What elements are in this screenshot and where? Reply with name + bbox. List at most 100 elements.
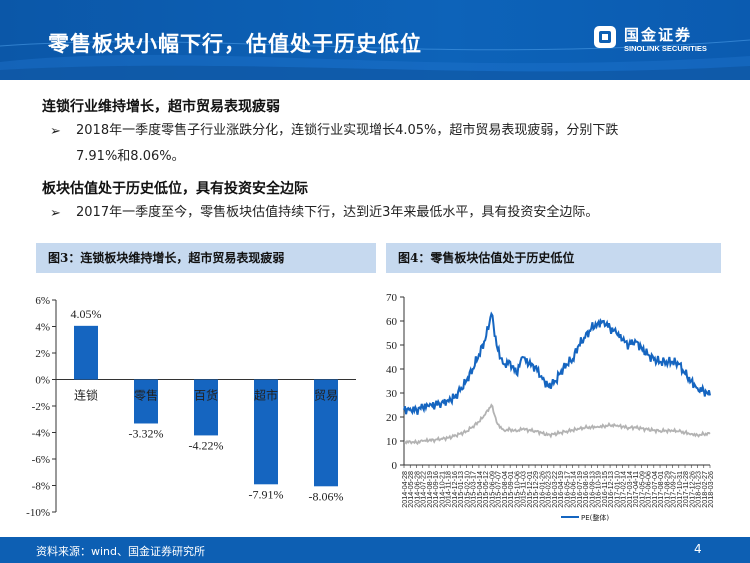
logo-glyph (599, 31, 611, 43)
x-tick-label: 2016-06-14 (569, 471, 578, 508)
x-tick-label: 2016-08-16 (581, 471, 590, 508)
x-tick-label: 2015-03-17 (469, 471, 478, 508)
x-tick-label: 2017-03-14 (625, 471, 634, 508)
y-tick-label: 70 (386, 292, 398, 304)
x-tick-label: 2018-01-23 (694, 471, 703, 508)
y-tick-label: 50 (386, 340, 398, 352)
page-title: 零售板块小幅下行，估值处于历史低位 (48, 31, 422, 56)
bar (254, 379, 278, 485)
y-tick-label: 6% (35, 295, 50, 307)
company-logo: 国金证券 SINOLINK SECURITIES (594, 26, 744, 58)
x-tick-label: 2014-11-18 (444, 471, 453, 507)
data-label: 4.05% (71, 307, 102, 321)
x-category-label: 零售 (134, 388, 158, 403)
x-tick-label: 2015-06-09 (487, 471, 496, 508)
y-tick-label: -2% (32, 401, 50, 413)
x-tick-label: 2017-06-06 (644, 471, 653, 508)
header-decoration (0, 39, 750, 80)
logo-icon (594, 26, 616, 48)
x-tick-label: 2014-06-28 (412, 471, 421, 508)
section-1-heading: 连锁行业维持增长，超市贸易表现疲弱 (42, 99, 280, 115)
x-tick-label: 2017-04-11 (631, 471, 640, 507)
data-label: -3.32% (129, 426, 164, 440)
header-banner: 零售板块小幅下行，估值处于历史低位 国金证券 SINOLINK SECURITI… (0, 0, 750, 80)
y-tick-label: 60 (386, 316, 398, 328)
y-tick-label: 20 (386, 412, 398, 424)
y-tick-label: -6% (32, 454, 50, 466)
x-tick-label: 2016-07-19 (575, 471, 584, 508)
y-tick-label: 4% (35, 322, 50, 334)
y-tick-label: -8% (32, 481, 50, 493)
series-line-1 (403, 311, 711, 416)
x-tick-label: 2014-10-21 (437, 471, 446, 508)
x-category-label: 超市 (254, 388, 278, 403)
section-1-line-2: 7.91%和8.06%。 (76, 149, 185, 164)
series-line-2 (403, 403, 711, 446)
x-tick-label: 2018-02-27 (700, 471, 709, 508)
x-tick-label: 2015-02-10 (462, 471, 471, 508)
data-label: -7.91% (249, 487, 284, 501)
x-tick-label: 2015-01-13 (456, 471, 465, 508)
x-tick-label: 2017-05-09 (637, 471, 646, 508)
bar (314, 379, 338, 487)
section-1-line-1: 2018年一季度零售子行业涨跌分化，连锁行业实现增长4.05%，超市贸易表现疲弱… (76, 123, 619, 138)
x-tick-label: 2014-07-22 (419, 471, 428, 508)
bar (134, 379, 158, 424)
x-tick-label: 2015-12-29 (531, 471, 540, 508)
y-tick-label: 10 (386, 436, 398, 448)
x-tick-label: 2016-01-26 (537, 471, 546, 508)
bullet-arrow-icon: ➢ (50, 206, 61, 221)
x-category-label: 贸易 (314, 389, 338, 403)
x-tick-label: 2014-05-28 (406, 471, 415, 508)
x-tick-label: 2016-09-13 (587, 471, 596, 508)
x-category-label: 连锁 (74, 388, 98, 403)
bar (194, 379, 218, 436)
y-tick-label: 30 (386, 388, 398, 400)
data-label: -8.06% (309, 489, 344, 503)
x-tick-label: 2016-11-15 (600, 471, 609, 507)
x-tick-label: 2015-10-06 (512, 471, 521, 508)
x-tick-label: 2014-12-16 (450, 471, 459, 508)
x-tick-label: 2016-04-19 (556, 471, 565, 508)
data-label: -4.22% (189, 438, 224, 452)
x-tick-label: 2016-10-19 (594, 471, 603, 508)
figure-3-title: 图3：连锁板块维持增长，超市贸易表现疲弱 (36, 243, 376, 273)
page-number: 4 (694, 542, 702, 556)
x-tick-label: 2017-08-29 (662, 471, 671, 508)
x-tick-label: 2016-02-23 (544, 471, 553, 508)
logo-cn-text: 国金证券 (624, 26, 693, 44)
y-tick-label: 2% (35, 348, 50, 360)
x-tick-label: 2017-10-31 (675, 471, 684, 508)
x-tick-label: 2017-08-01 (656, 471, 665, 508)
x-tick-label: 2015-05-12 (481, 471, 490, 508)
x-tick-label: 2014-04-28 (400, 471, 409, 508)
x-tick-label: 2015-12-01 (525, 471, 534, 508)
figure-4-title: 图4：零售板块估值处于历史低位 (386, 243, 721, 273)
x-tick-label: 2015-07-07 (494, 471, 503, 508)
x-tick-label: 2014-08-19 (425, 471, 434, 508)
y-tick-label: 0% (35, 375, 50, 387)
x-tick-label: 2015-08-04 (500, 471, 509, 508)
logo-en-text: SINOLINK SECURITIES (624, 44, 707, 53)
x-tick-label: 2016-12-13 (606, 471, 615, 508)
y-tick-label: 0 (392, 460, 398, 472)
x-tick-label: 2017-12-26 (687, 471, 696, 508)
bullet-arrow-icon: ➢ (50, 124, 61, 139)
section-2-heading: 板块估值处于历史低位，具有投资安全边际 (42, 181, 308, 197)
y-tick-label: -4% (32, 428, 50, 440)
y-tick-label: -10% (26, 507, 50, 519)
x-category-label: 百货 (194, 388, 218, 403)
x-tick-label: 2018-03-26 (706, 471, 715, 508)
x-tick-label: 2014-09-16 (431, 471, 440, 508)
footer-source: 资料来源：wind、国金证券研究所 (36, 545, 206, 558)
x-tick-label: 2015-04-14 (475, 471, 484, 508)
x-tick-label: 2015-09-01 (506, 471, 515, 508)
x-tick-label: 2016-03-22 (550, 471, 559, 508)
y-tick-label: 40 (386, 364, 398, 376)
line-chart: 7060504030201002014-04-282014-05-282014-… (386, 292, 715, 522)
bar (74, 325, 98, 380)
x-tick-label: 2015-11-03 (519, 471, 528, 507)
footer-bar: 资料来源：wind、国金证券研究所 4 (0, 537, 750, 563)
legend-label: PE(整体) (581, 513, 609, 522)
bar-chart: 6% 4% 2% 0% -2% -4% -6% -8% -10% 连锁 4.05% 零售 -3.32% 百… (26, 295, 356, 519)
